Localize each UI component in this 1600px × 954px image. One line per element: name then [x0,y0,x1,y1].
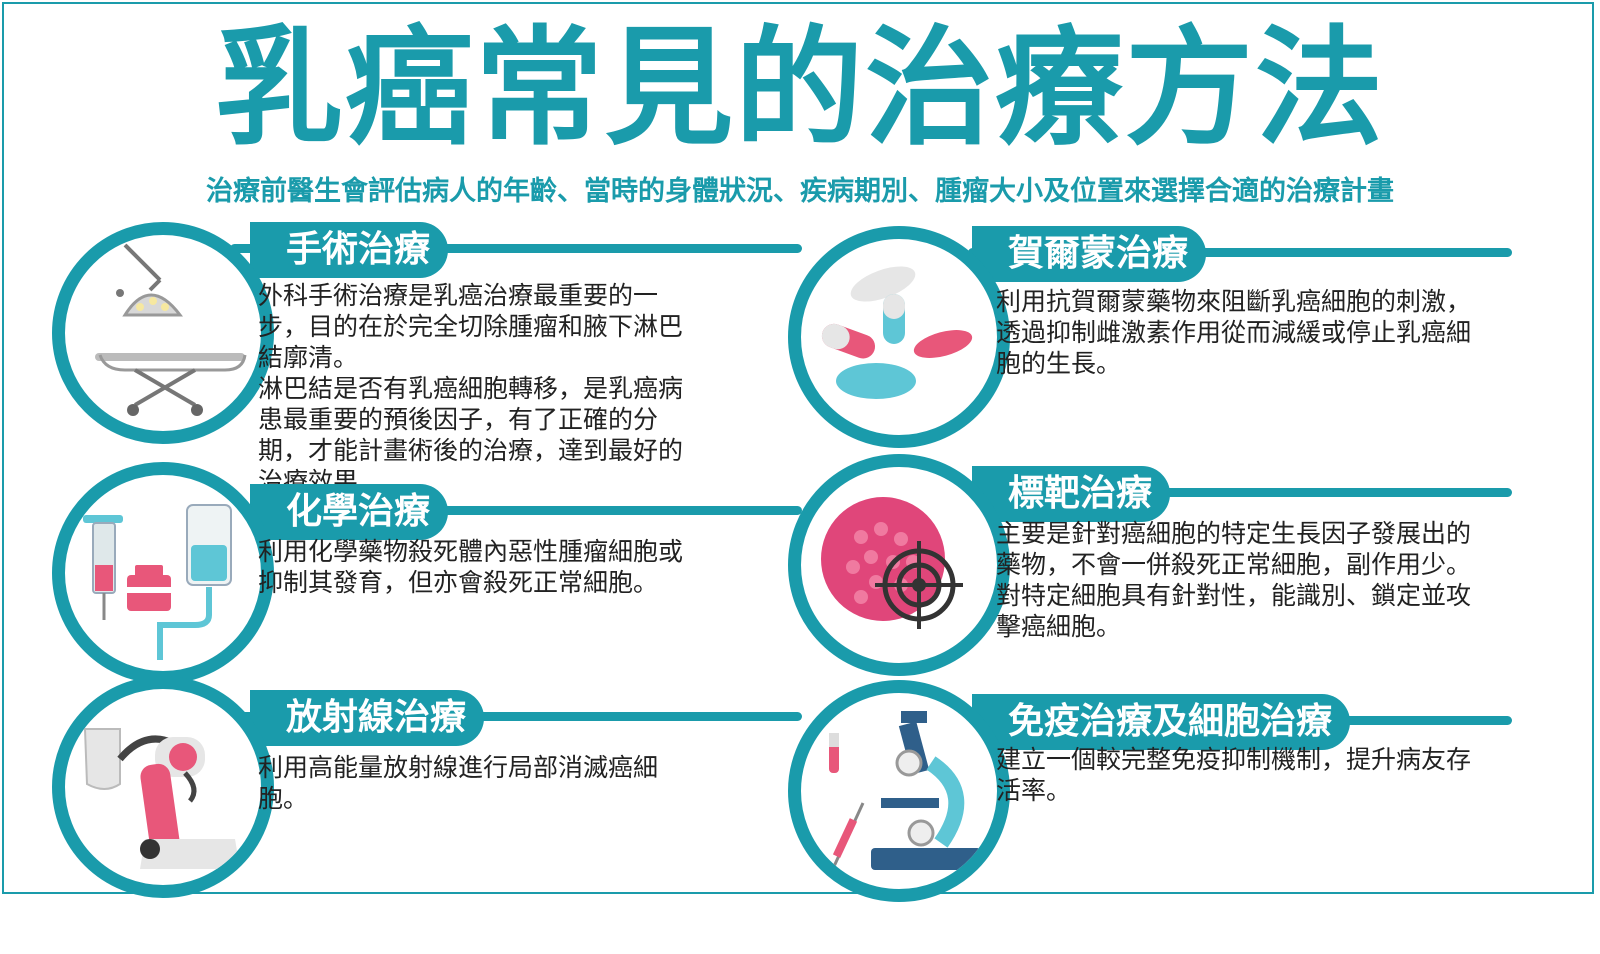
section-divider-line [968,488,1512,497]
section-heading: 賀爾蒙治療 [972,226,1207,282]
pills-icon [788,226,1010,448]
surgical-bed-lamp-icon [52,222,274,444]
section-divider-line [230,506,802,515]
page-title: 乳癌常見的治療方法 [214,14,1385,163]
section-description: 建立一個較完整免疫抑制機制，提升病友存活率。 [996,745,1472,805]
target-cell-icon [788,454,1010,676]
section-hormone-therapy: 賀爾蒙治療 利用抗賀爾蒙藥物來阻斷乳癌細胞的刺激，透過抑制雌激素作用從而減緩或停… [788,226,1548,486]
microscope-icon [788,680,1010,902]
section-divider-line [968,248,1512,257]
section-description: 利用高能量放射線進行局部消滅癌細胞。 [258,753,659,813]
section-heading: 放射線治療 [250,690,485,746]
section-heading: 免疫治療及細胞治療 [972,694,1351,750]
section-divider-line [230,244,802,253]
section-immunotherapy: 免疫治療及細胞治療 建立一個較完整免疫抑制機制，提升病友存活率。 [788,680,1548,954]
section-description: 主要是針對癌細胞的特定生長因子發展出的藥物，不會一併殺死正常細胞，副作用少。 對… [996,519,1472,641]
radiation-machine-icon [52,676,274,898]
section-description: 利用化學藥物殺死體內惡性腫瘤細胞或抑制其發育，但亦會殺死正常細胞。 [258,537,684,597]
section-targeted-therapy: 標靶治療 主要是針對癌細胞的特定生長因子發展出的藥物，不會一併殺死正常細胞，副作… [788,454,1548,726]
syringe-iv-bag-icon [52,462,274,684]
section-heading: 標靶治療 [972,466,1171,522]
page-frame [2,2,1594,894]
section-heading: 手術治療 [250,222,449,278]
section-description: 外科手術治療是乳癌治療最重要的一步，目的在於完全切除腫瘤和腋下淋巴結廓清。 淋巴… [258,281,684,496]
section-surgery: 手術治療 外科手術治療是乳癌治療最重要的一步，目的在於完全切除腫瘤和腋下淋巴結廓… [50,222,810,496]
section-radiotherapy: 放射線治療 利用高能量放射線進行局部消滅癌細胞。 [50,676,810,950]
section-heading: 化學治療 [250,484,449,540]
page-subtitle: 治療前醫生會評估病人的年齡、當時的身體狀況、疾病期別、腫瘤大小及位置來選擇合適的… [206,176,1394,207]
section-description: 利用抗賀爾蒙藥物來阻斷乳癌細胞的刺激，透過抑制雌激素作用從而減緩或停止乳癌細胞的… [996,287,1472,378]
section-divider-line [230,712,802,721]
